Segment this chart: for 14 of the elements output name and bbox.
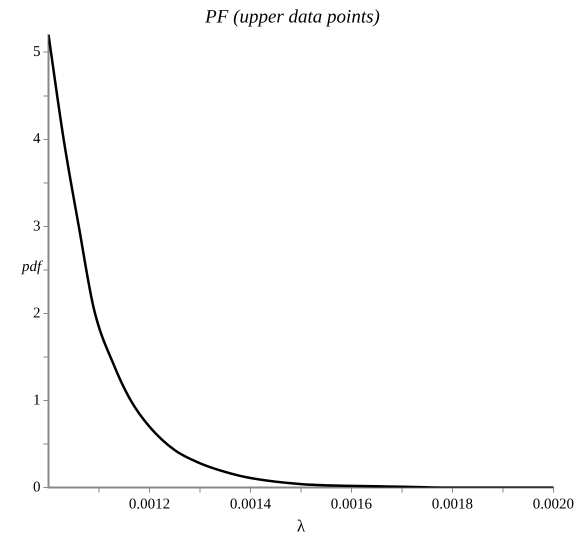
- x-tick-label: 0.0012: [128, 496, 170, 513]
- chart-title: PF (upper data points): [204, 6, 380, 28]
- y-tick-label: 5: [33, 44, 40, 60]
- x-tick-label: 0.0014: [230, 496, 272, 513]
- y-tick-label: 3: [33, 218, 40, 234]
- y-tick-label: 2: [33, 305, 40, 322]
- y-tick-label: 4: [33, 131, 41, 148]
- x-tick-label: 0.0020: [532, 496, 574, 513]
- y-tick-label: 1: [33, 392, 40, 408]
- x-axis-title: λ: [296, 516, 306, 536]
- x-tick-label: 0.0018: [432, 496, 474, 513]
- y-axis-title: pdf: [21, 259, 43, 276]
- y-tick-label: 0: [33, 480, 40, 496]
- x-tick-label: 0.0016: [330, 496, 373, 513]
